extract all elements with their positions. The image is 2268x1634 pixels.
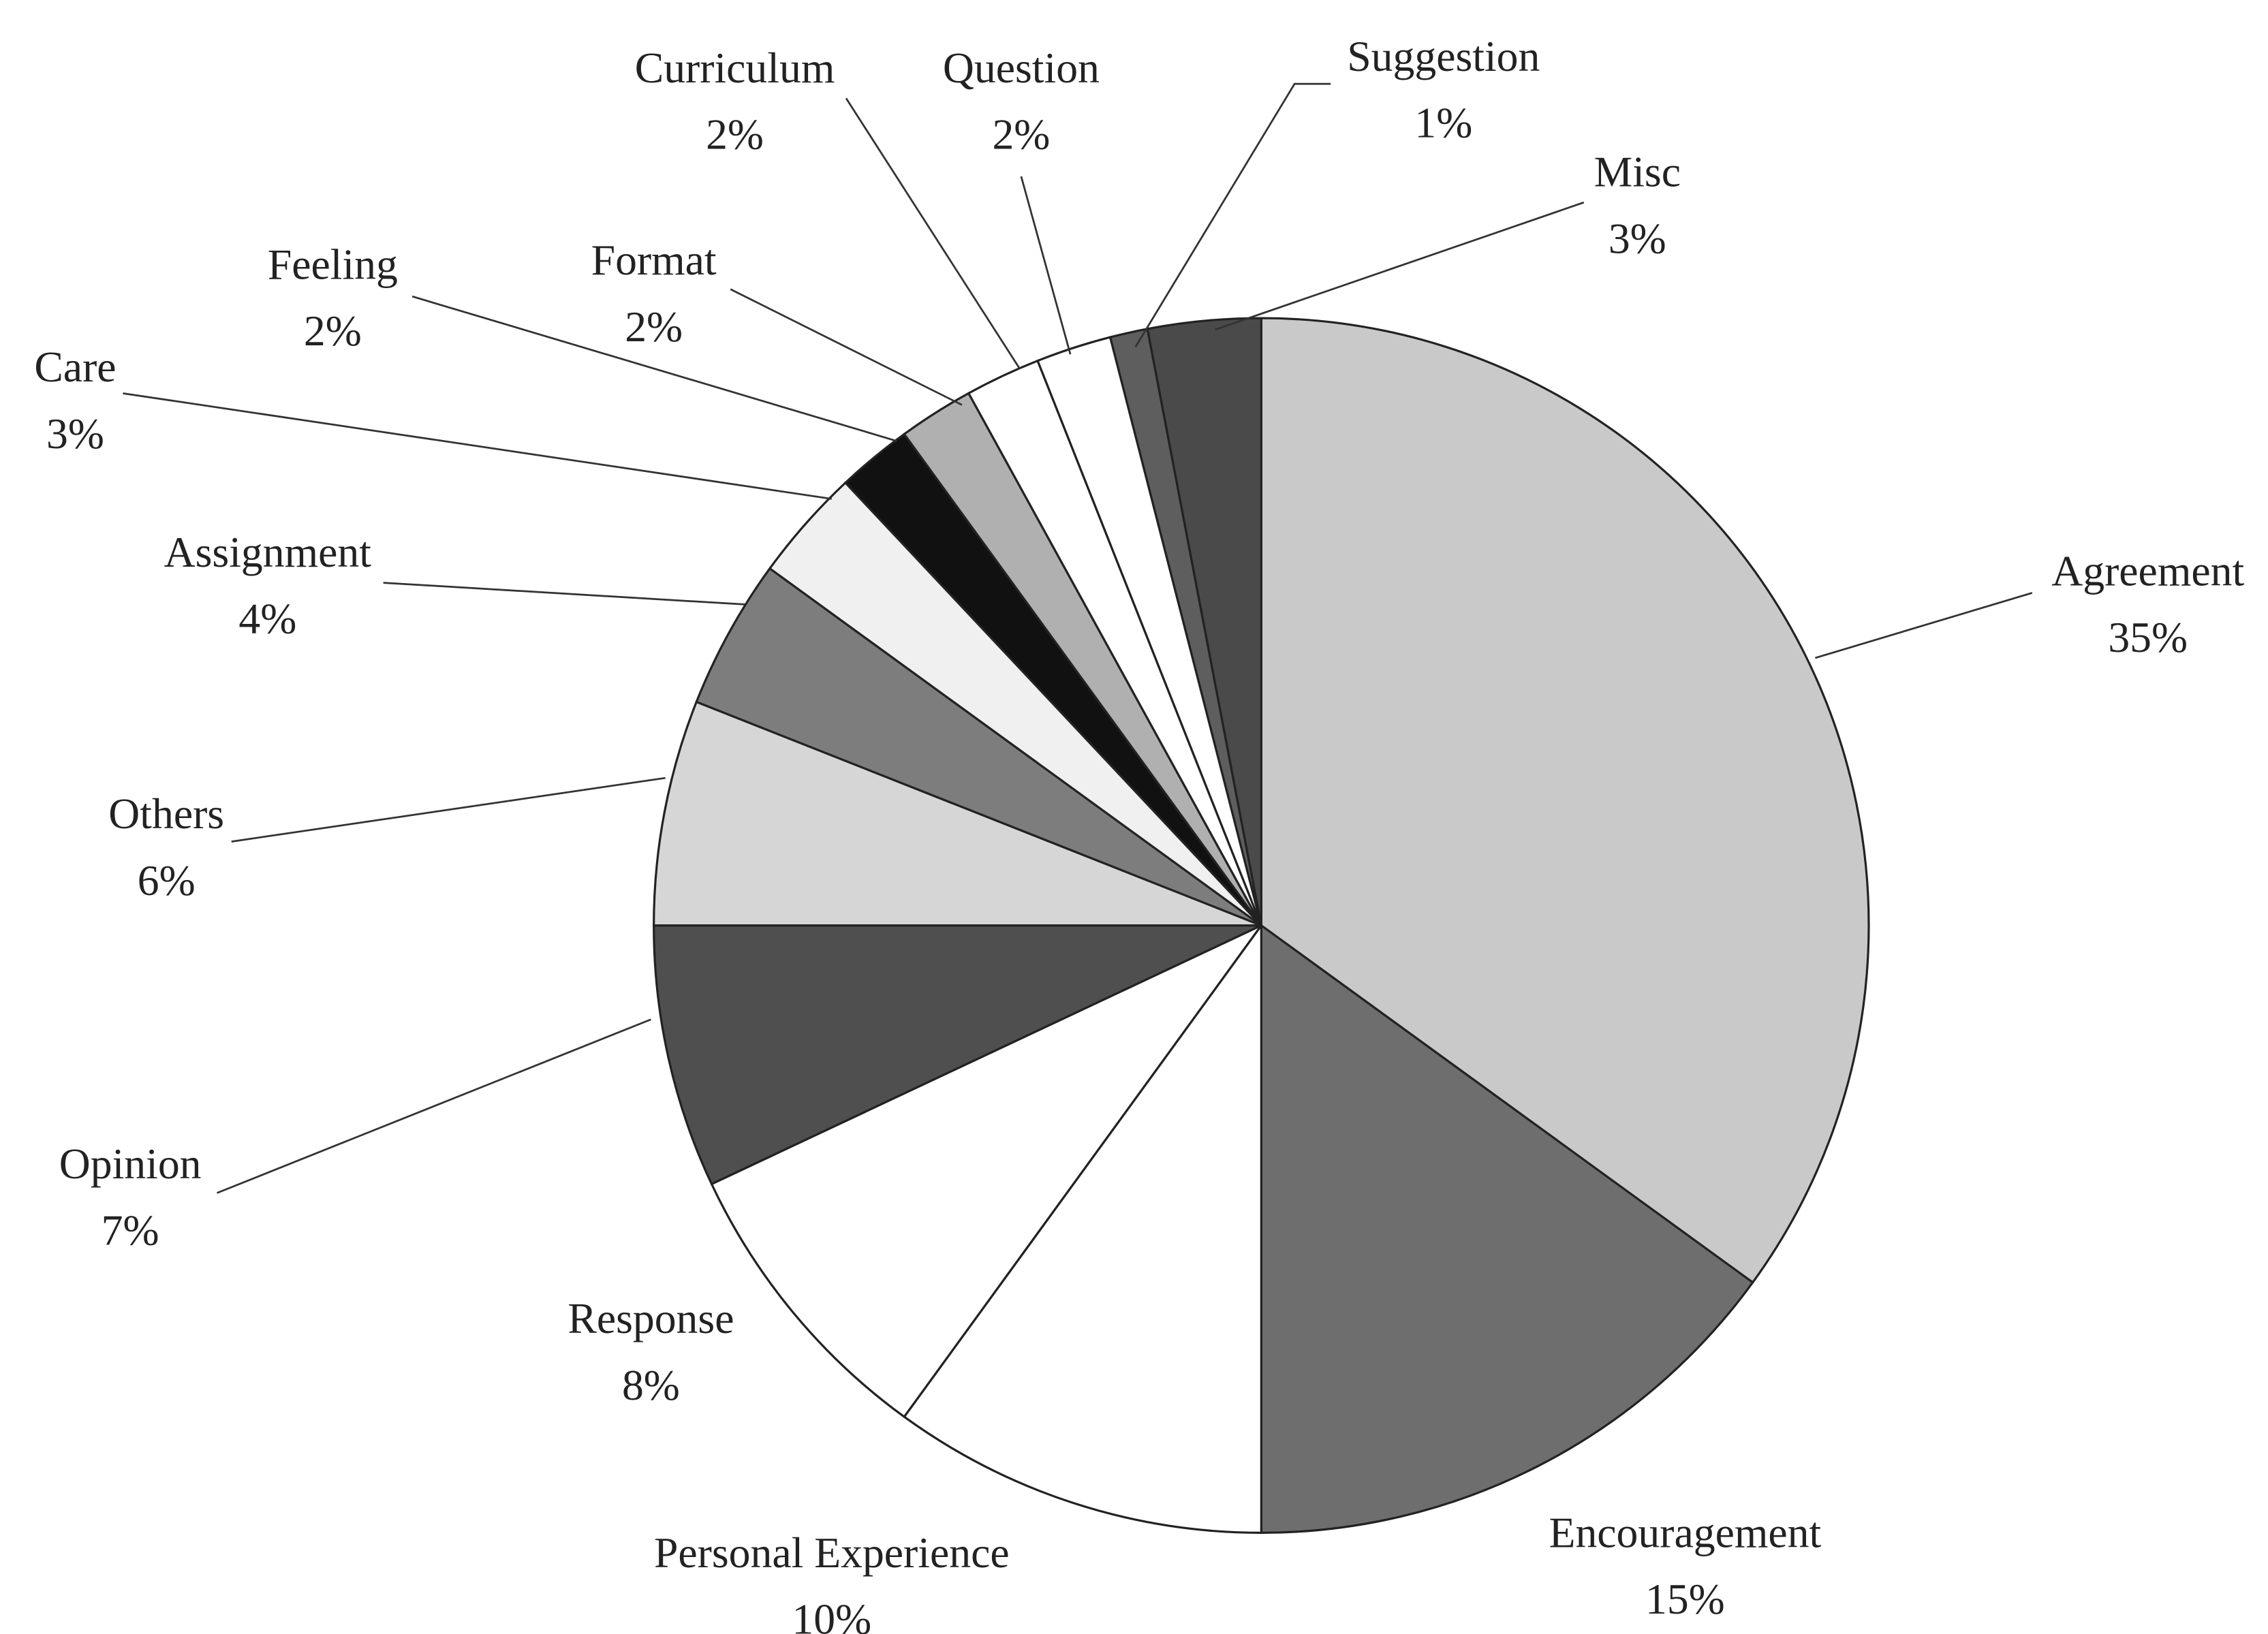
slice-label: Feeling bbox=[268, 240, 398, 288]
leader-line bbox=[1815, 592, 2033, 659]
pie-slice bbox=[653, 700, 1262, 927]
leader-line bbox=[231, 776, 666, 843]
slice-value-label: 4% bbox=[238, 595, 296, 643]
slice-value-label: 15% bbox=[1645, 1575, 1725, 1623]
pie-slice bbox=[710, 924, 1262, 1419]
slice-label: Agreement bbox=[2051, 547, 2244, 595]
slice-value-label: 2% bbox=[304, 307, 362, 355]
slice-value-label: 1% bbox=[1414, 98, 1472, 146]
slice-value-label: 7% bbox=[102, 1206, 159, 1255]
slice-label: Misc bbox=[1594, 148, 1681, 196]
slice-value-label: 10% bbox=[792, 1595, 871, 1634]
slice-label: Response bbox=[568, 1294, 734, 1342]
pie-slice bbox=[1260, 923, 1754, 1534]
leader-line bbox=[845, 97, 1021, 370]
slice-label: Curriculum bbox=[635, 44, 835, 92]
slice-label: Others bbox=[108, 789, 224, 838]
slice-label: Suggestion bbox=[1347, 32, 1540, 80]
slice-label: Encouragement bbox=[1549, 1508, 1822, 1556]
slice-value-label: 8% bbox=[622, 1361, 680, 1409]
leader-line bbox=[1214, 201, 1585, 331]
slice-value-label: 3% bbox=[46, 409, 104, 458]
leader-line bbox=[730, 288, 963, 406]
slice-value-label: 2% bbox=[992, 110, 1050, 158]
leader-line bbox=[1020, 176, 1072, 355]
slice-label: Format bbox=[591, 236, 717, 284]
pie-slice bbox=[695, 567, 1262, 927]
leader-line bbox=[383, 582, 745, 606]
slice-value-label: 35% bbox=[2108, 613, 2188, 661]
leader-line bbox=[123, 392, 832, 500]
pie-slice bbox=[1260, 317, 1870, 1285]
slice-label: Care bbox=[34, 343, 116, 391]
pie-slice bbox=[653, 924, 1262, 1186]
slice-label: Opinion bbox=[59, 1140, 202, 1188]
slice-value-label: 6% bbox=[138, 856, 196, 905]
slice-value-label: 2% bbox=[625, 302, 683, 351]
slice-value-label: 3% bbox=[1609, 214, 1666, 262]
slice-label: Assignment bbox=[164, 528, 372, 576]
leader-line bbox=[216, 1018, 651, 1194]
pie-slice bbox=[1146, 317, 1262, 926]
slice-label: Question bbox=[943, 44, 1100, 92]
leader-line bbox=[1134, 82, 1331, 348]
leader-line bbox=[411, 295, 897, 442]
pie-slice bbox=[902, 922, 1262, 1534]
slice-value-label: 2% bbox=[706, 110, 764, 158]
slice-label: Personal Experience bbox=[654, 1528, 1010, 1577]
